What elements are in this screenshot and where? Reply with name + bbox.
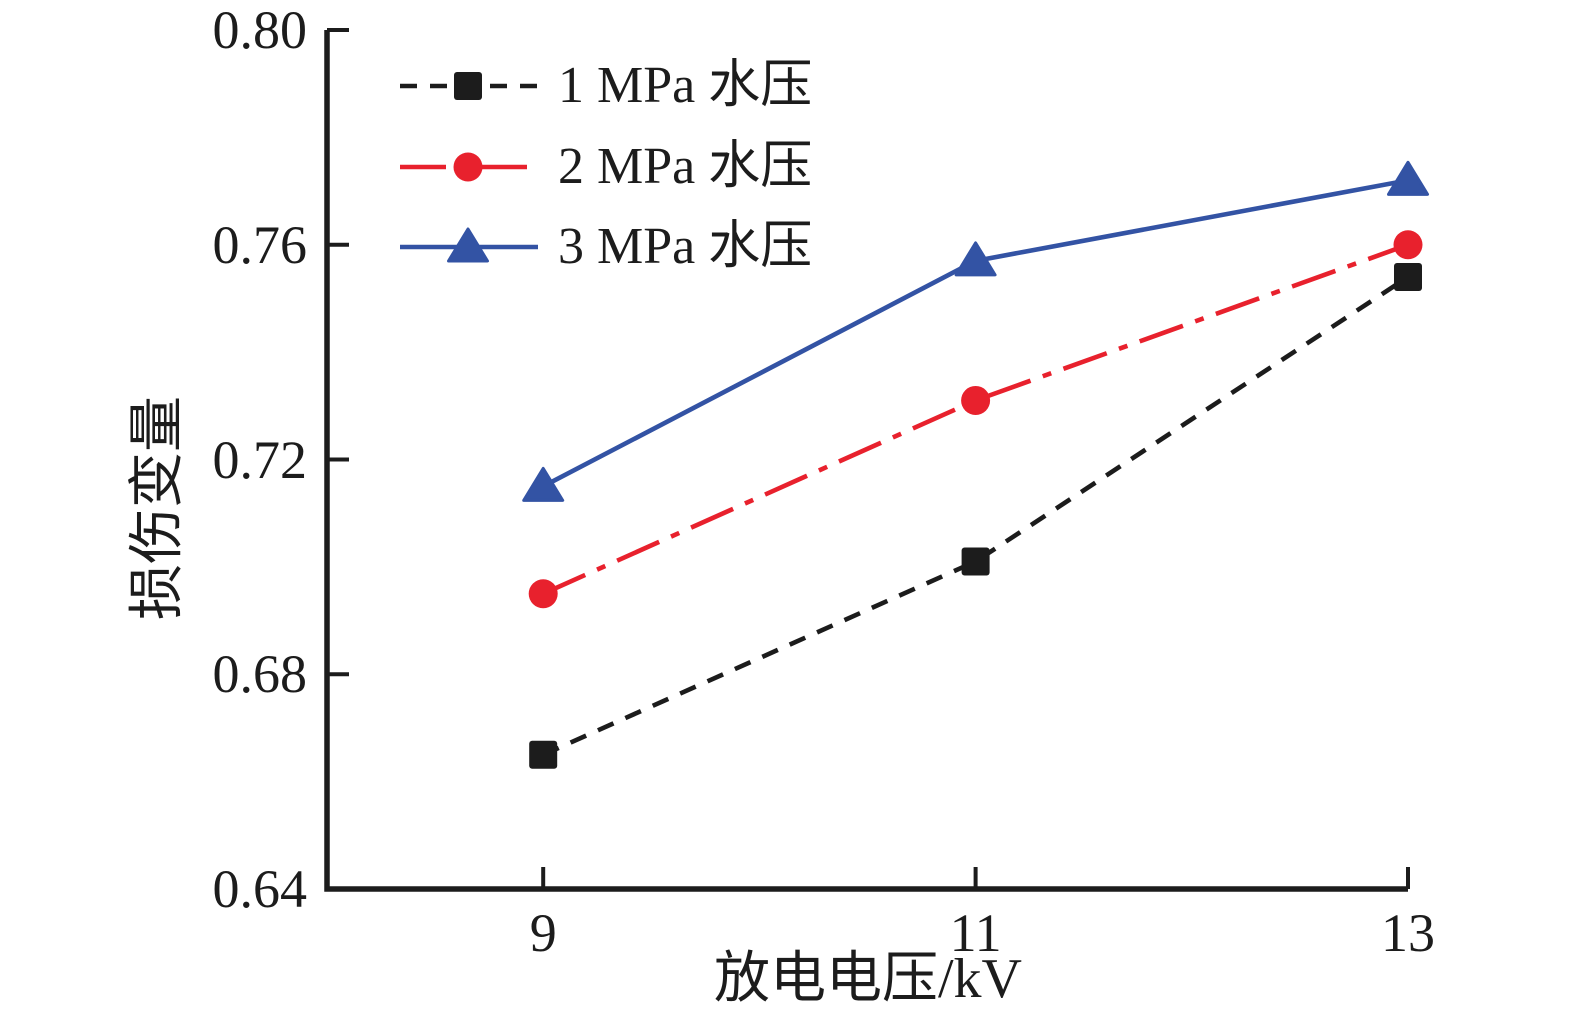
legend-sample-marker-circle: [453, 152, 483, 182]
y-axis-title: 损伤变量: [127, 396, 189, 620]
y-tick-label: 0.80: [212, 0, 308, 60]
series-3-marker-triangle: [1387, 160, 1429, 196]
series-1-marker-square: [529, 740, 558, 769]
legend-label-1mpa: 1 MPa 水压: [558, 57, 813, 114]
y-tick-label: 0.76: [212, 214, 308, 275]
series-3-marker-triangle: [954, 241, 997, 277]
y-tick-label: 0.68: [212, 644, 308, 705]
axes-spines: [324, 30, 1408, 892]
x-tick-label: 13: [1381, 903, 1435, 963]
y-tick-label: 0.64: [212, 859, 308, 919]
legend-sample-marker-triangle: [447, 227, 489, 263]
legend-label-2mpa: 2 MPa 水压: [558, 138, 813, 195]
series-2-marker-circle: [1393, 230, 1423, 260]
series-2-marker-circle: [528, 579, 558, 609]
x-tick-label: 9: [529, 903, 557, 963]
series-1-line: [542, 275, 1410, 757]
x-tick-label: 11: [949, 903, 1002, 963]
series-1-marker-square: [1394, 262, 1422, 291]
legend-label-3mpa: 3 MPa 水压: [558, 218, 813, 275]
series-2-marker-circle: [961, 385, 991, 415]
x-axis-title: 放电电压/kV: [714, 948, 1022, 1010]
series-1-marker-square: [961, 547, 990, 576]
y-tick-label: 0.72: [212, 429, 308, 490]
legend-sample-marker-square: [454, 72, 482, 100]
series-3-marker-triangle: [522, 466, 565, 502]
